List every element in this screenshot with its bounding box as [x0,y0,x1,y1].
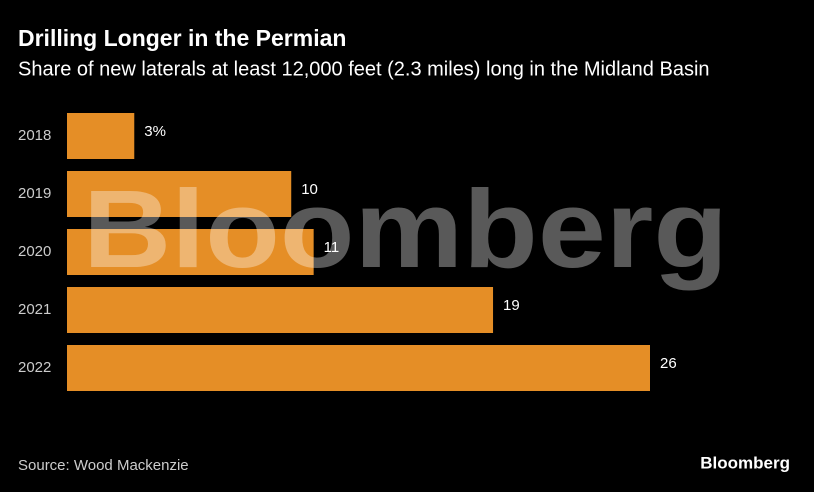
logo: Bloomberg [700,453,790,472]
value-label: 10 [301,181,318,198]
bar [67,287,494,333]
y-tick-label: 2018 [18,127,51,144]
y-tick-label: 2022 [18,359,51,376]
y-tick-label: 2020 [18,243,51,260]
y-tick-label: 2019 [18,185,51,202]
chart-title: Drilling Longer in the Permian [18,25,346,51]
watermark: Bloomberg [83,168,728,291]
source: Source: Wood Mackenzie [18,457,189,474]
y-tick-label: 2021 [18,301,51,318]
value-label: 3% [144,123,166,140]
bar [67,229,314,275]
value-label: 11 [324,239,340,256]
value-label: 19 [503,297,520,314]
plot: 2018 3% 2019 10 2020 11 2021 19 2022 26 [18,113,677,391]
value-label: 26 [660,355,677,372]
bar [67,171,292,217]
bar [67,113,135,159]
bar [67,345,650,391]
chart-subtitle: Share of new laterals at least 12,000 fe… [18,58,710,80]
